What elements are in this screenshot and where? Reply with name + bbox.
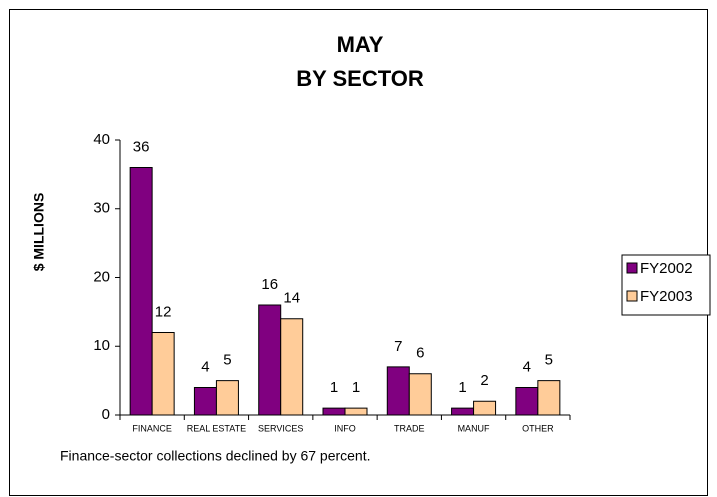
chart-subtitle: BY SECTOR — [296, 66, 424, 91]
x-tick-label: TRADE — [394, 423, 425, 433]
bar — [258, 304, 282, 416]
data-label: 6 — [416, 345, 424, 362]
annotation: Finance-sector collections declined by 6… — [60, 448, 371, 464]
data-label: 14 — [283, 290, 300, 307]
bar — [515, 387, 539, 416]
data-label: 12 — [155, 303, 172, 320]
bar — [322, 407, 346, 416]
bar — [408, 373, 432, 416]
x-tick-label: SERVICES — [258, 423, 303, 433]
data-label: 5 — [223, 352, 231, 369]
data-label: 16 — [261, 276, 278, 293]
legend-swatch — [626, 262, 638, 274]
y-tick-label: 20 — [93, 268, 110, 285]
data-label: 7 — [394, 338, 402, 355]
bar — [129, 167, 153, 416]
data-label: 2 — [480, 372, 488, 389]
y-tick-label: 40 — [93, 131, 110, 148]
bar — [215, 380, 239, 416]
legend-label: FY2003 — [640, 288, 693, 305]
bar — [151, 332, 175, 416]
data-label: 1 — [458, 379, 466, 396]
chart-title: MAY — [337, 32, 384, 57]
legend-label: FY2002 — [640, 260, 693, 277]
bar — [280, 318, 304, 416]
data-label: 4 — [201, 358, 209, 375]
data-label: 1 — [352, 379, 360, 396]
data-label: 1 — [330, 379, 338, 396]
data-label: 5 — [545, 352, 553, 369]
bar — [193, 387, 217, 416]
bar — [386, 366, 410, 416]
x-tick-label: FINANCE — [132, 423, 172, 433]
bar — [451, 407, 475, 416]
bar — [344, 407, 368, 416]
x-tick-label: MANUF — [458, 423, 490, 433]
data-label: 4 — [523, 358, 531, 375]
y-tick-label: 30 — [93, 200, 110, 217]
y-tick-label: 10 — [93, 337, 110, 354]
bar — [537, 380, 561, 416]
x-tick-label: INFO — [334, 423, 356, 433]
y-axis-label: $ MILLIONS — [31, 193, 47, 272]
legend-swatch — [626, 290, 638, 302]
bar — [473, 400, 497, 416]
x-tick-label: REAL ESTATE — [187, 423, 246, 433]
y-tick-label: 0 — [102, 406, 110, 423]
data-label: 36 — [133, 138, 150, 155]
x-tick-label: OTHER — [522, 423, 554, 433]
